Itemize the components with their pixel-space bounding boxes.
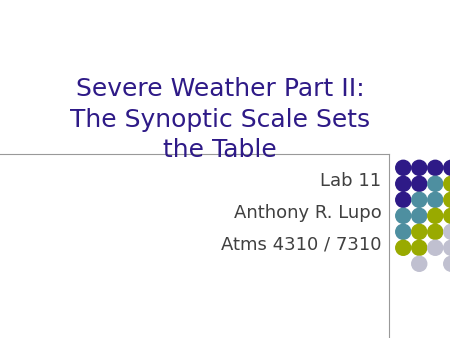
Circle shape bbox=[412, 176, 427, 191]
Circle shape bbox=[428, 192, 443, 207]
Circle shape bbox=[428, 224, 443, 239]
Text: Severe Weather Part II:
The Synoptic Scale Sets
the Table: Severe Weather Part II: The Synoptic Sca… bbox=[70, 77, 370, 162]
Circle shape bbox=[396, 224, 411, 239]
Circle shape bbox=[444, 208, 450, 223]
Circle shape bbox=[412, 192, 427, 207]
Circle shape bbox=[412, 224, 427, 239]
Circle shape bbox=[444, 256, 450, 271]
Circle shape bbox=[444, 192, 450, 207]
Circle shape bbox=[428, 208, 443, 223]
Circle shape bbox=[428, 160, 443, 175]
Circle shape bbox=[396, 240, 411, 255]
Circle shape bbox=[396, 192, 411, 207]
Circle shape bbox=[396, 160, 411, 175]
Circle shape bbox=[412, 208, 427, 223]
Circle shape bbox=[444, 240, 450, 255]
Text: Lab 11: Lab 11 bbox=[320, 172, 381, 190]
Circle shape bbox=[444, 224, 450, 239]
Circle shape bbox=[412, 256, 427, 271]
Circle shape bbox=[428, 176, 443, 191]
Text: Anthony R. Lupo: Anthony R. Lupo bbox=[234, 204, 381, 222]
Text: Atms 4310 / 7310: Atms 4310 / 7310 bbox=[221, 236, 381, 254]
Circle shape bbox=[428, 240, 443, 255]
Circle shape bbox=[396, 176, 411, 191]
Circle shape bbox=[412, 160, 427, 175]
Circle shape bbox=[396, 208, 411, 223]
Circle shape bbox=[444, 160, 450, 175]
Circle shape bbox=[412, 240, 427, 255]
Circle shape bbox=[444, 176, 450, 191]
